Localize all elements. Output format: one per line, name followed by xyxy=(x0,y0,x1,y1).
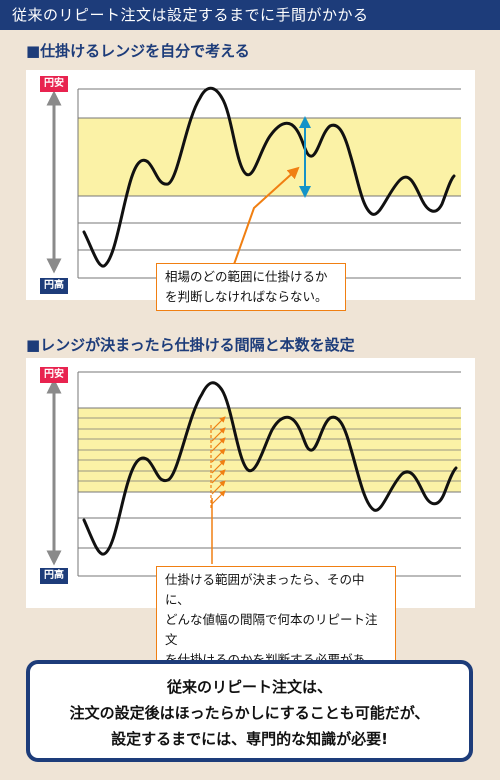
section1-grid xyxy=(77,88,461,279)
section1-tag-yen-weak: 円安 xyxy=(40,76,68,92)
summary-line3: 設定するまでには、専門的な知識が必要! xyxy=(111,730,388,748)
section1-diagram: 円安 円高 相場のどの範囲に仕掛けるか を判断しなければならない。 xyxy=(0,70,500,311)
section1-price-line xyxy=(82,86,456,268)
section2-callout-line1: 仕掛ける範囲が決まったら、その中に、 xyxy=(165,572,365,607)
page-header: 従来のリピート注文は設定するまでに手間がかかる xyxy=(0,0,500,30)
section1-svg xyxy=(26,70,475,300)
section2-price-line xyxy=(82,381,458,556)
section2-diagram: 円安 円高 仕掛ける範囲が決まったら、その中に、 どんな値幅の間隔で何本のリピー… xyxy=(0,358,500,694)
section2-order-arrows xyxy=(211,416,226,505)
section1-callout-line2: を判断しなければならない。 xyxy=(165,289,328,304)
section2-grid xyxy=(77,371,461,577)
summary-line1: 従来のリピート注文は、 xyxy=(166,678,332,696)
section2-title: ■レンジが決まったら仕掛ける間隔と本数を設定 xyxy=(26,336,355,354)
section1-tag-yen-strong: 円高 xyxy=(40,278,68,294)
section1-pointer xyxy=(231,166,300,271)
section1-callout-line1: 相場のどの範囲に仕掛けるか xyxy=(165,269,328,284)
summary-line2: 注文の設定後はほったらかしにすることも可能だが、 xyxy=(69,704,430,722)
summary-box: 従来のリピート注文は、 注文の設定後はほったらかしにすることも可能だが、 設定す… xyxy=(26,660,473,762)
section2-tag-yen-weak: 円安 xyxy=(40,367,68,383)
section1-title: ■仕掛けるレンジを自分で考える xyxy=(26,42,250,60)
section1-range-band xyxy=(78,118,461,196)
section2-callout-line2: どんな値幅の間隔で何本のリピート注文 xyxy=(165,612,378,647)
header-title: 従来のリピート注文は設定するまでに手間がかかる xyxy=(12,6,369,24)
section1-callout: 相場のどの範囲に仕掛けるか を判断しなければならない。 xyxy=(156,263,346,311)
section2-tag-yen-strong: 円高 xyxy=(40,568,68,584)
